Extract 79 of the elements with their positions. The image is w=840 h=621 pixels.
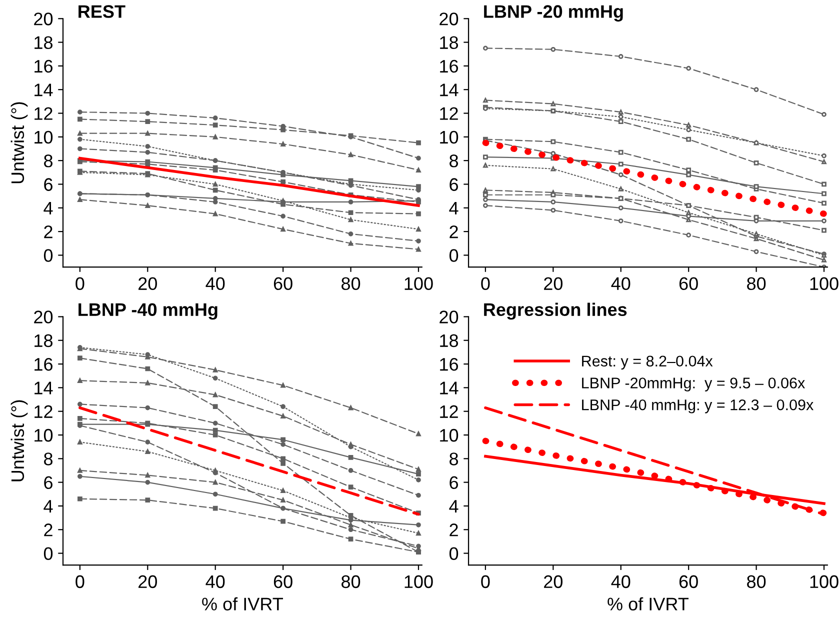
y-axis-title: Untwist (°) [10, 102, 28, 184]
y-tick-label: 6 [44, 178, 52, 191]
x-tick-label: 20 [544, 575, 563, 588]
y-tick-label: 18 [440, 334, 458, 348]
x-tick-label: 80 [747, 575, 766, 588]
y-axis-title: Untwist (°) [10, 400, 28, 482]
x-tick-label: 40 [611, 575, 630, 588]
y-tick-label: 6 [450, 476, 458, 490]
y-tick-label: 12 [34, 405, 52, 418]
y-tick-label: 2 [44, 524, 52, 536]
y-tick-label: 8 [44, 452, 52, 466]
legend-label: Rest: y = 8.2–0.04x [582, 356, 713, 370]
x-tick-label: 60 [274, 277, 292, 290]
y-tick-label: 4 [44, 500, 53, 513]
x-tick-label: 100 [404, 277, 433, 290]
y-tick-label: 20 [440, 310, 458, 324]
y-tick-label: 10 [34, 428, 53, 442]
x-tick-label: 60 [679, 575, 698, 588]
x-tick-label: 80 [342, 575, 360, 588]
y-tick-label: 8 [450, 154, 458, 168]
y-tick-label: 14 [440, 84, 458, 96]
x-tick-label: 0 [76, 575, 84, 588]
x-tick-label: 80 [342, 277, 360, 290]
x-tick-label: 100 [810, 575, 838, 588]
x-tick-label: 80 [747, 277, 766, 290]
x-tick-label: 100 [404, 575, 433, 588]
y-tick-label: 16 [34, 60, 52, 73]
y-tick-label: 12 [440, 107, 458, 120]
x-axis-title: % of IVRT [608, 597, 689, 610]
x-tick-label: 60 [274, 575, 292, 588]
y-tick-label: 0 [449, 249, 458, 262]
chart-title: Regression lines [484, 302, 627, 320]
y-tick-label: 6 [450, 178, 458, 191]
y-tick-label: 6 [44, 476, 52, 490]
y-tick-label: 18 [440, 36, 458, 50]
legend-label: LBNP -20mmHg: y = 9.5 – 0.06x [582, 378, 805, 392]
y-tick-label: 14 [440, 382, 458, 394]
y-tick-label: 4 [449, 202, 458, 214]
y-tick-label: 14 [34, 382, 53, 394]
y-tick-label: 14 [34, 84, 53, 96]
y-tick-label: 8 [44, 154, 52, 168]
x-tick-label: 40 [206, 575, 225, 588]
x-tick-label: 20 [138, 575, 157, 588]
x-tick-label: 0 [76, 277, 84, 290]
y-tick-label: 4 [449, 500, 458, 513]
y-tick-label: 20 [34, 310, 53, 324]
x-tick-label: 0 [481, 575, 490, 588]
x-tick-label: 100 [810, 277, 838, 290]
chart-title: LBNP -40 mmHg [78, 303, 218, 320]
y-tick-label: 2 [450, 524, 458, 536]
y-tick-label: 2 [44, 225, 52, 238]
y-tick-label: 16 [34, 358, 52, 371]
y-tick-label: 18 [34, 334, 52, 348]
legend-label: LBNP -40 mmHg: y = 12.3 – 0.09x [582, 399, 814, 414]
y-tick-label: 2 [450, 225, 458, 238]
y-tick-label: 20 [440, 12, 458, 26]
y-tick-label: 20 [34, 12, 53, 26]
x-tick-label: 20 [138, 277, 157, 290]
x-tick-label: 40 [611, 277, 630, 290]
chart-title: REST [78, 5, 126, 18]
y-tick-label: 8 [450, 452, 458, 466]
y-tick-label: 0 [449, 547, 458, 560]
y-tick-label: 16 [440, 358, 458, 371]
y-tick-label: 12 [34, 107, 52, 120]
chart-title: LBNP -20 mmHg [484, 5, 623, 22]
y-tick-label: 10 [440, 428, 458, 442]
x-axis-title: % of IVRT [202, 597, 284, 610]
x-tick-label: 0 [481, 277, 490, 290]
x-tick-label: 40 [206, 277, 225, 290]
y-tick-label: 16 [440, 60, 458, 73]
x-tick-label: 20 [544, 277, 563, 290]
y-tick-label: 10 [34, 130, 53, 144]
y-tick-label: 10 [440, 130, 458, 144]
y-tick-label: 4 [44, 202, 53, 214]
y-tick-label: 12 [440, 405, 458, 418]
x-tick-label: 60 [679, 277, 698, 290]
y-tick-label: 0 [44, 249, 53, 262]
y-tick-label: 18 [34, 36, 52, 50]
y-tick-label: 0 [44, 547, 53, 560]
